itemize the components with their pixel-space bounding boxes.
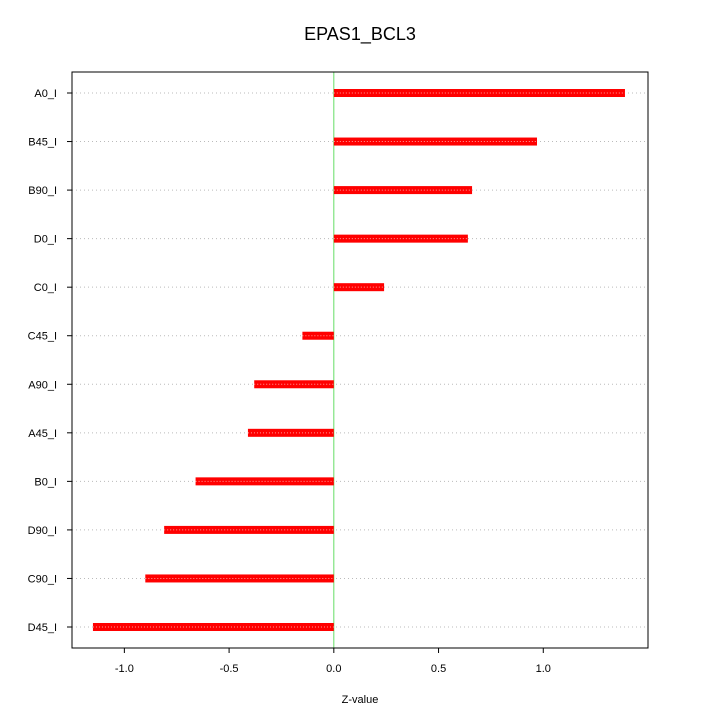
y-tick-label: C45_I — [28, 331, 57, 343]
y-tick-label: C90_I — [28, 573, 57, 585]
x-tick-label: -0.5 — [220, 663, 239, 675]
bar — [145, 574, 334, 583]
x-tick-label: -1.0 — [115, 663, 134, 675]
y-tick-label: B90_I — [28, 185, 57, 197]
x-tick-label: 1.0 — [536, 663, 551, 675]
x-tick-label: 0.0 — [326, 663, 341, 675]
chart-title: EPAS1_BCL3 — [304, 24, 416, 45]
y-tick-label: A90_I — [28, 379, 57, 391]
y-tick-label: A0_I — [34, 88, 57, 100]
bar — [333, 137, 537, 146]
y-tick-label: A45_I — [28, 428, 57, 440]
plot-border — [71, 71, 649, 649]
bar — [333, 234, 468, 243]
y-tick-label: C0_I — [34, 282, 57, 294]
bar — [333, 89, 625, 97]
bar — [333, 283, 385, 292]
y-tick-label: B0_I — [34, 476, 57, 488]
x-axis-label: Z-value — [342, 694, 379, 706]
y-tick-label: B45_I — [28, 137, 57, 149]
plot-area: A0_I B45_I B90_I D0_I C0_I C45_I A90_I A45_I B0_… — [28, 71, 649, 675]
y-tick-label: D45_I — [28, 622, 57, 634]
y-tick-label: D0_I — [34, 234, 57, 246]
y-tick-label: D90_I — [28, 525, 57, 537]
x-tick-label: 0.5 — [431, 663, 446, 675]
